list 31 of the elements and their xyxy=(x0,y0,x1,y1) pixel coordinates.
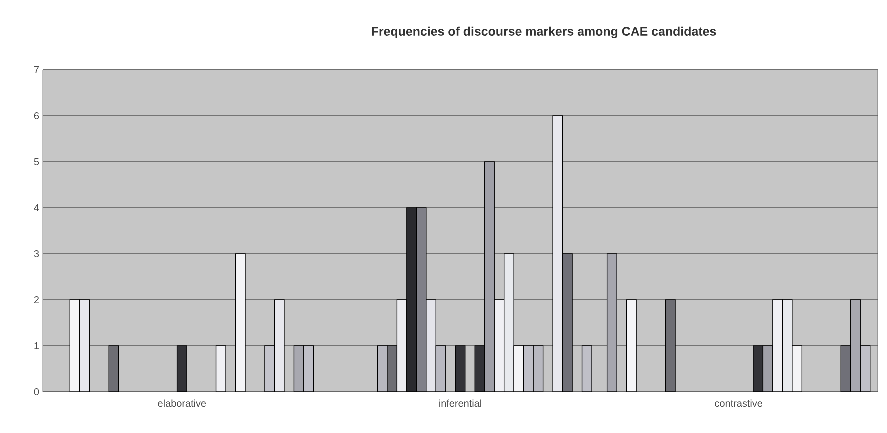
bar xyxy=(665,300,676,392)
bar xyxy=(294,346,304,392)
bar xyxy=(455,346,466,392)
y-tick-label: 4 xyxy=(34,204,40,212)
bar xyxy=(626,300,637,392)
bar xyxy=(235,254,246,392)
bar xyxy=(753,346,764,392)
y-tick-label: 0 xyxy=(34,388,40,396)
bar xyxy=(840,346,852,392)
y-tick-label: 2 xyxy=(34,296,39,304)
bar xyxy=(108,346,120,392)
bar xyxy=(762,346,774,392)
x-tick-label: elaborative xyxy=(158,400,206,408)
bar xyxy=(850,300,861,392)
y-tick-label: 7 xyxy=(34,66,39,74)
bar xyxy=(216,346,226,392)
y-tick-label: 5 xyxy=(34,158,40,166)
bar xyxy=(484,162,495,392)
y-tick-label: 3 xyxy=(34,250,40,258)
bar xyxy=(70,300,80,392)
bar xyxy=(474,346,486,392)
x-tick-label: inferential xyxy=(440,400,482,408)
bar xyxy=(387,346,398,392)
bar xyxy=(274,300,285,392)
chart-title: Frequencies of discourse markers among CAE candidates xyxy=(372,26,716,38)
x-tick-label: contrastive xyxy=(715,400,762,408)
y-tick-label: 6 xyxy=(34,112,40,120)
y-tick-label: 1 xyxy=(34,342,40,350)
bar xyxy=(562,254,573,392)
bar xyxy=(176,346,188,392)
bar xyxy=(552,116,564,392)
